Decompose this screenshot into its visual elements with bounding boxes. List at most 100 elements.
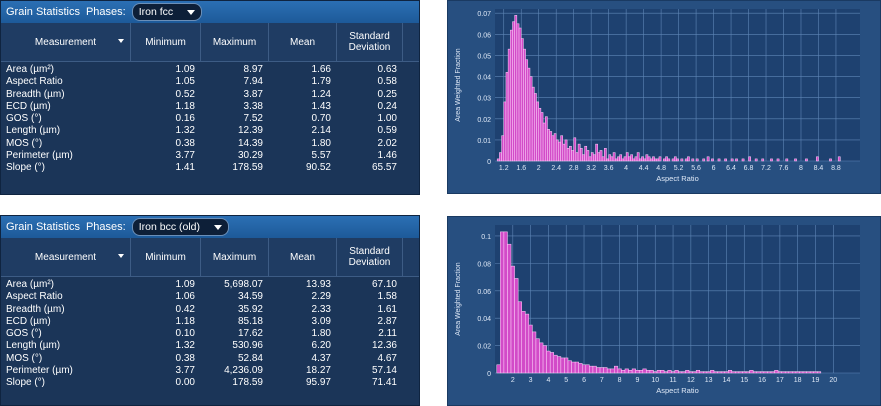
y-tick-label: 0.08	[477, 261, 491, 268]
histogram-bar	[546, 350, 551, 374]
histogram-bar	[606, 158, 609, 162]
histogram-bar	[639, 158, 642, 162]
phase-dropdown[interactable]: Iron bcc (old)	[131, 218, 229, 236]
std-dev-cell: 67.10	[371, 279, 397, 290]
std-dev-cell: 0.25	[377, 88, 397, 100]
table-row[interactable]: Length (µm) 1.32 12.39 2.14 0.59	[1, 125, 419, 137]
table-row[interactable]: Breadth (µm) 0.52 3.87 1.24 0.25	[1, 89, 419, 101]
histogram-bar	[567, 360, 572, 374]
table-row[interactable]: Perimeter (µm) 3.77 30.29 5.57 1.46	[1, 150, 419, 162]
phases-label: Phases:	[85, 6, 126, 18]
std-dev-cell: 1.46	[377, 150, 397, 162]
table-row[interactable]: Perimeter (µm) 3.77 4,236.09 18.27 57.14	[1, 365, 419, 377]
histogram-bar	[593, 154, 596, 162]
x-tick-label: 15	[740, 377, 748, 384]
column-header-maximum[interactable]: Maximum	[201, 23, 269, 61]
histogram-bar	[654, 158, 657, 162]
column-header-mean[interactable]: Mean	[269, 23, 337, 61]
phase-dropdown[interactable]: Iron fcc	[131, 3, 203, 21]
histogram-bar	[571, 361, 576, 374]
minimum-cell: 0.00	[175, 377, 195, 389]
histogram-bar	[647, 156, 651, 162]
column-header-maximum[interactable]: Maximum	[201, 238, 269, 276]
histogram-bar	[501, 135, 504, 162]
minimum-cell: 1.32	[175, 340, 195, 352]
x-tick-label: 4.4	[639, 165, 649, 172]
table-row[interactable]: Slope (°) 0.00 178.59 95.97 71.41	[1, 377, 419, 389]
std-dev-cell: 2.02	[377, 137, 397, 149]
x-tick-label: 12	[687, 377, 695, 384]
table-row[interactable]: Breadth (µm) 0.42 35.92 2.33 1.61	[1, 304, 419, 316]
histogram-bar	[516, 23, 520, 162]
table-row[interactable]: GOS (°) 0.10 17.62 1.80 2.11	[1, 328, 419, 340]
histogram-bar	[521, 311, 526, 374]
histogram-bar	[667, 370, 672, 374]
y-axis-label: Area Weighted Fraction	[455, 262, 462, 336]
histogram-bar	[760, 371, 765, 374]
histogram-bar	[788, 371, 793, 374]
histogram-bar	[763, 371, 768, 374]
x-tick-label: 7.6	[779, 165, 789, 172]
column-header-measurement[interactable]: Measurement	[1, 23, 131, 61]
panel-title: Grain Statistics	[6, 6, 80, 18]
histogram-bar	[577, 143, 581, 162]
x-tick-label: 11	[669, 377, 676, 384]
histogram-bar	[514, 278, 519, 374]
minimum-cell: 0.38	[175, 352, 195, 364]
histogram-bar	[608, 154, 612, 162]
histogram-bar	[671, 158, 675, 162]
minimum-cell: 0.52	[175, 88, 195, 100]
histogram-bar	[599, 150, 603, 162]
aspect-ratio-histogram-bcc[interactable]: 0 0.02 0.04 0.06 0.08 0.1 2 3 4 5 6 7 8 9 10 11 12 13 14 15…	[448, 217, 880, 405]
y-tick-label: 0.02	[477, 117, 491, 124]
table-row[interactable]: MOS (°) 0.38 52.84 4.37 4.67	[1, 353, 419, 365]
histogram-bar	[667, 158, 671, 162]
table-row[interactable]: MOS (°) 0.38 14.39 1.80 2.02	[1, 138, 419, 150]
column-header-mean[interactable]: Mean	[269, 238, 337, 276]
histogram-bar	[731, 371, 736, 374]
column-header-label: Measurement	[34, 251, 97, 263]
grain-statistics-panel-fcc: Grain Statistics Phases: Iron fcc Measur…	[0, 0, 420, 195]
histogram-bar	[634, 156, 638, 162]
table-row[interactable]: Aspect Ratio 1.06 34.59 2.29 1.58	[1, 291, 419, 303]
histogram-bar	[692, 371, 697, 374]
x-tick-label: 4	[624, 165, 628, 172]
mean-cell: 6.20	[311, 340, 331, 352]
x-tick-label: 17	[776, 377, 784, 384]
histogram-bar	[645, 154, 649, 162]
histogram-bar	[624, 368, 629, 374]
table-row[interactable]: GOS (°) 0.16 7.52 0.70 1.00	[1, 113, 419, 125]
histogram-bar	[774, 370, 779, 374]
column-header-minimum[interactable]: Minimum	[131, 23, 201, 61]
histogram-bar	[557, 356, 562, 374]
measurement-cell: Aspect Ratio	[6, 291, 63, 303]
histogram-bar	[748, 156, 751, 162]
column-header-standard-deviation[interactable]: Standard Deviation	[337, 23, 403, 61]
table-row[interactable]: ECD (µm) 1.18 3.38 1.43 0.24	[1, 101, 419, 113]
minimum-cell: 1.09	[175, 279, 195, 290]
table-row[interactable]: Slope (°) 1.41 178.59 90.52 65.57	[1, 162, 419, 174]
column-header-measurement[interactable]: Measurement	[1, 238, 131, 276]
maximum-cell: 7.94	[243, 76, 263, 88]
table-row[interactable]: ECD (µm) 1.18 85.18 3.09 2.87	[1, 316, 419, 328]
measurement-cell: Breadth (µm)	[6, 303, 65, 315]
histogram-bar	[829, 158, 832, 162]
histogram-bar	[499, 152, 502, 162]
histogram-bar	[510, 265, 515, 374]
histogram-bar	[641, 156, 644, 162]
table-row[interactable]: Aspect Ratio 1.05 7.94 1.79 0.58	[1, 76, 419, 88]
table-row[interactable]: Area (µm²) 1.09 8.97 1.66 0.63	[1, 64, 419, 76]
column-header-standard-deviation[interactable]: Standard Deviation	[337, 238, 403, 276]
histogram-bar	[649, 370, 654, 374]
minimum-cell: 1.06	[175, 291, 195, 303]
histogram-bar	[503, 101, 507, 162]
histogram-bar	[727, 370, 733, 374]
column-header-minimum[interactable]: Minimum	[131, 238, 201, 276]
x-tick-label: 5.2	[674, 165, 684, 172]
histogram-bar	[730, 158, 734, 162]
aspect-ratio-histogram-fcc[interactable]: 0 0.01 0.02 0.03 0.04 0.05 0.06 0.07 1.2 1.6 2 2.4 2…	[448, 1, 880, 193]
table-row[interactable]: Area (µm²) 1.09 5,698.07 13.93 67.10	[1, 279, 419, 291]
std-dev-cell: 57.14	[371, 365, 397, 377]
histogram-bar	[710, 370, 715, 374]
table-row[interactable]: Length (µm) 1.32 530.96 6.20 12.36	[1, 340, 419, 352]
